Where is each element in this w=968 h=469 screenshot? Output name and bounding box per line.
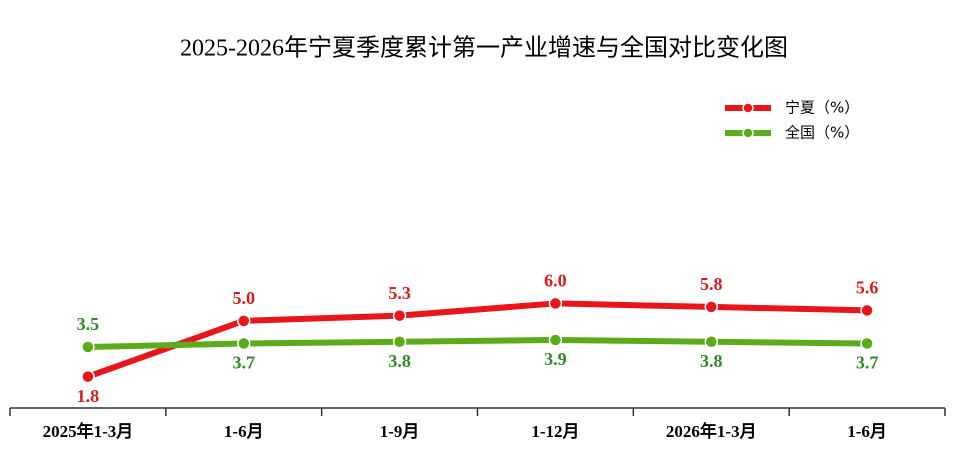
chart-title: 2025-2026年宁夏季度累计第一产业增速与全国对比变化图 — [180, 35, 788, 62]
data-point — [392, 308, 407, 323]
x-tick-label: 1-6月 — [847, 422, 887, 441]
legend-marker — [742, 102, 754, 114]
legend-marker — [742, 127, 754, 139]
data-label: 3.8 — [388, 351, 411, 371]
data-point — [81, 340, 95, 354]
series-line — [86, 300, 868, 380]
data-label: 5.3 — [388, 283, 411, 303]
data-label: 3.7 — [856, 353, 879, 373]
data-label: 5.8 — [700, 274, 723, 294]
legend-label: 宁夏（%） — [785, 99, 859, 117]
data-point — [860, 303, 874, 318]
x-tick-label: 2025年1-3月 — [43, 421, 134, 441]
data-label: 5.6 — [856, 278, 879, 298]
data-point — [860, 336, 874, 351]
data-point — [548, 296, 563, 311]
x-tick-label: 1-12月 — [531, 422, 579, 441]
x-tick-label: 1-6月 — [224, 422, 264, 441]
x-tick-label: 1-9月 — [380, 422, 420, 441]
data-label: 5.0 — [233, 288, 256, 308]
data-label: 6.0 — [544, 271, 567, 291]
legend-label: 全国（%） — [785, 124, 859, 142]
data-point — [237, 336, 251, 351]
data-point — [392, 335, 407, 349]
data-point — [81, 369, 95, 384]
data-label: 3.8 — [700, 351, 723, 371]
data-point — [548, 333, 563, 347]
x-tick-label: 2026年1-3月 — [666, 421, 757, 441]
data-label: 3.7 — [233, 353, 256, 373]
data-label: 3.9 — [544, 349, 567, 369]
data-point — [237, 314, 251, 328]
data-point — [704, 335, 718, 349]
data-label: 3.5 — [77, 314, 100, 334]
series-line — [87, 337, 868, 350]
data-point — [704, 300, 718, 314]
data-label: 1.8 — [77, 386, 100, 406]
